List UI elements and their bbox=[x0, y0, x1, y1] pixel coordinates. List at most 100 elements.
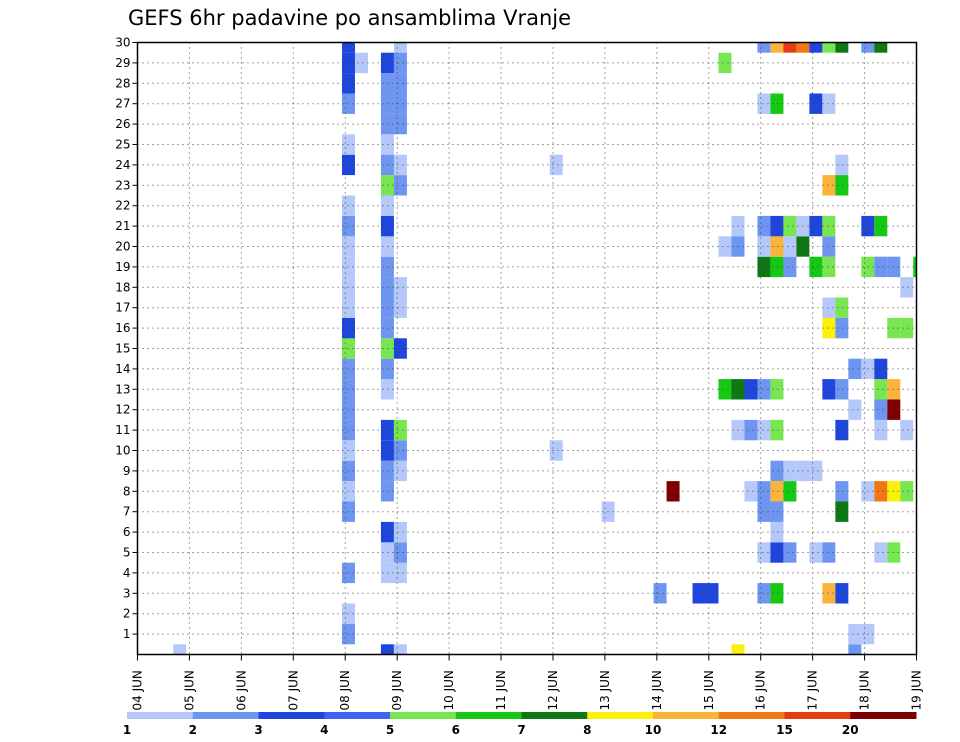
precip-cell bbox=[783, 215, 797, 237]
y-tick-label: 27 bbox=[115, 97, 130, 111]
precip-cell bbox=[718, 52, 732, 74]
y-tick-label: 23 bbox=[115, 178, 130, 192]
x-tick-label: 04 JUN bbox=[131, 670, 145, 710]
precip-cell bbox=[380, 215, 394, 237]
precip-cell bbox=[692, 583, 706, 604]
x-tick-label: 16 JUN bbox=[754, 670, 768, 710]
precip-cell bbox=[796, 42, 810, 53]
precip-cell bbox=[731, 644, 745, 655]
precip-cell bbox=[770, 542, 784, 563]
y-tick-label: 22 bbox=[115, 199, 130, 213]
precip-cell bbox=[380, 460, 394, 482]
precip-cell bbox=[887, 399, 901, 420]
y-tick-label: 30 bbox=[115, 36, 130, 50]
y-tick-label: 10 bbox=[115, 444, 130, 458]
precip-cell bbox=[822, 297, 836, 318]
colorbar-segment bbox=[390, 712, 457, 719]
precip-cell bbox=[653, 583, 667, 604]
colorbar-segment bbox=[324, 712, 391, 719]
precip-cell bbox=[380, 52, 394, 74]
precip-cell bbox=[380, 521, 394, 543]
precip-cell bbox=[900, 317, 914, 339]
precip-cell bbox=[874, 215, 888, 237]
precip-cell bbox=[770, 215, 784, 237]
precip-cell bbox=[783, 236, 797, 257]
precip-cell bbox=[380, 542, 394, 563]
colorbar-segment bbox=[192, 712, 259, 719]
precip-cell bbox=[549, 440, 563, 461]
x-tick-label: 19 JUN bbox=[910, 670, 924, 710]
precip-cell bbox=[874, 419, 888, 441]
x-axis: 04 JUN 05 JUN 06 JUN 07 JUN 08 JUN 09 JUN 10 J… bbox=[131, 654, 924, 711]
precip-cell bbox=[549, 154, 563, 176]
x-tick-label: 15 JUN bbox=[702, 670, 716, 710]
colorbar-label: 7 bbox=[517, 723, 525, 737]
precip-cell bbox=[380, 481, 394, 502]
precip-cell bbox=[770, 460, 784, 482]
precip-cell bbox=[380, 440, 394, 461]
y-tick-label: 6 bbox=[123, 525, 131, 539]
y-tick-label: 29 bbox=[115, 56, 130, 70]
precip-cell bbox=[393, 113, 407, 135]
precip-cell bbox=[887, 481, 901, 502]
precip-cell bbox=[393, 52, 407, 74]
precip-cell bbox=[835, 583, 849, 604]
precip-cell bbox=[874, 42, 888, 53]
precip-cell bbox=[393, 440, 407, 461]
y-tick-label: 18 bbox=[115, 280, 130, 294]
precip-cell bbox=[354, 52, 368, 74]
precip-cell bbox=[874, 481, 888, 502]
precip-cell bbox=[341, 42, 355, 53]
precip-cell bbox=[809, 215, 823, 237]
precip-cell bbox=[770, 583, 784, 604]
precip-cell bbox=[757, 481, 771, 502]
precip-cell bbox=[809, 256, 823, 278]
x-tick-label: 09 JUN bbox=[390, 670, 404, 710]
y-axis: 1234567891011121314151617181920212223242… bbox=[115, 36, 138, 641]
y-tick-label: 8 bbox=[123, 484, 131, 498]
y-tick-label: 25 bbox=[115, 138, 130, 152]
precip-cell bbox=[770, 419, 784, 441]
precip-cell bbox=[380, 175, 394, 196]
precip-cell bbox=[835, 481, 849, 502]
precip-cell bbox=[770, 521, 784, 543]
y-tick-label: 14 bbox=[115, 362, 130, 376]
colorbar-label: 10 bbox=[645, 723, 662, 737]
precip-cell bbox=[705, 583, 719, 604]
precip-cell bbox=[913, 256, 917, 278]
precip-cell bbox=[757, 419, 771, 441]
precip-cell bbox=[848, 358, 862, 380]
grid-lines bbox=[137, 42, 917, 655]
precip-cell bbox=[380, 419, 394, 441]
x-tick-label: 14 JUN bbox=[650, 670, 664, 710]
precip-cell bbox=[744, 379, 758, 400]
colorbar-segment bbox=[784, 712, 851, 719]
precip-cell bbox=[874, 542, 888, 563]
precip-cell bbox=[848, 644, 862, 655]
precip-cell bbox=[822, 93, 836, 114]
precip-cell bbox=[757, 215, 771, 237]
precip-cell bbox=[744, 481, 758, 502]
colorbar-label: 3 bbox=[254, 723, 262, 737]
precip-cell bbox=[783, 42, 797, 53]
precip-cell bbox=[783, 256, 797, 278]
precip-cell bbox=[380, 379, 394, 400]
precip-cell bbox=[783, 542, 797, 563]
x-tick-label: 11 JUN bbox=[494, 670, 508, 710]
precip-cell bbox=[874, 379, 888, 400]
precip-cell bbox=[809, 93, 823, 114]
precip-cell bbox=[718, 379, 732, 400]
precip-cell bbox=[393, 644, 407, 655]
precip-cell bbox=[835, 42, 849, 53]
x-tick-label: 17 JUN bbox=[806, 670, 820, 710]
precip-cell bbox=[757, 236, 771, 257]
precip-cell bbox=[380, 277, 394, 298]
colorbar-label: 6 bbox=[452, 723, 460, 737]
colorbar: 1 2 3 4 5 6 7 8 10 12 15 20 bbox=[123, 712, 917, 737]
x-tick-label: 06 JUN bbox=[234, 670, 248, 710]
precip-cell bbox=[380, 358, 394, 380]
x-tick-label: 07 JUN bbox=[286, 670, 300, 710]
precip-cell bbox=[380, 236, 394, 257]
precip-cell bbox=[380, 93, 394, 114]
y-tick-label: 19 bbox=[115, 260, 130, 274]
